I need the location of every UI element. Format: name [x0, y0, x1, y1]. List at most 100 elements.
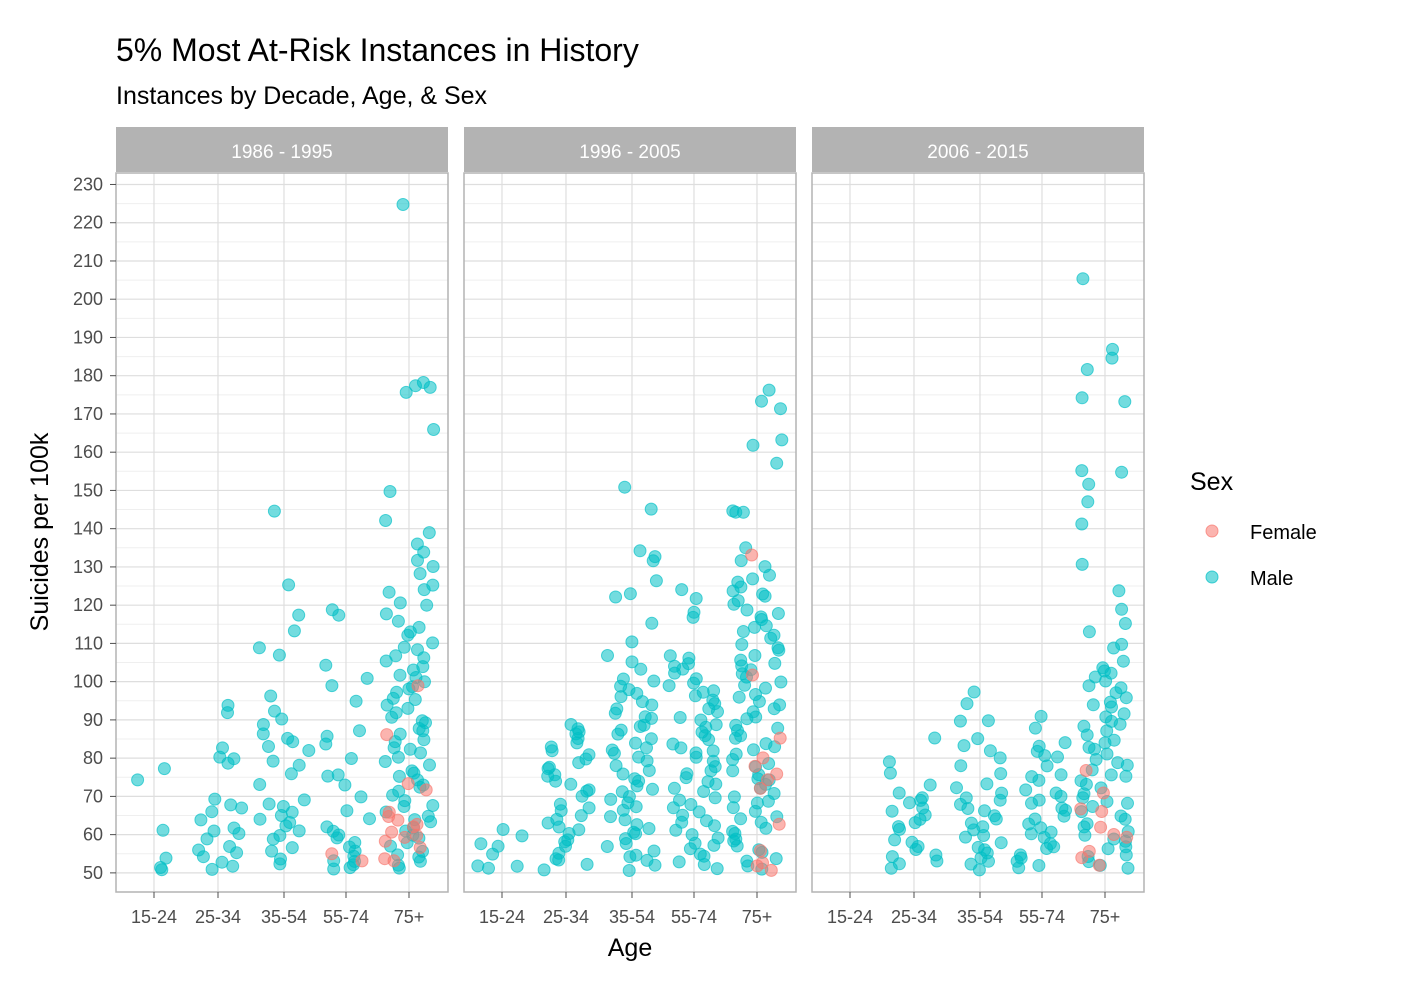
data-point-male: [1114, 681, 1128, 695]
data-point-male: [976, 820, 990, 834]
data-point-male: [267, 504, 281, 518]
data-point-female: [419, 783, 433, 797]
data-point-male: [349, 694, 363, 708]
legend-label-male: Male: [1250, 568, 1293, 590]
data-point-male: [978, 804, 991, 818]
data-point-male: [235, 801, 249, 815]
data-point-male: [689, 592, 703, 605]
data-point-male: [268, 704, 281, 718]
data-point-male: [297, 793, 311, 807]
data-point-male: [622, 864, 636, 877]
data-point-female: [355, 854, 369, 868]
data-point-male: [564, 777, 578, 791]
data-point-male: [1032, 739, 1046, 753]
data-point-male: [1107, 733, 1121, 747]
data-point-male: [885, 804, 899, 818]
data-point-male: [642, 822, 656, 835]
data-point-male: [564, 718, 578, 731]
data-point-female: [770, 767, 784, 781]
data-point-male: [759, 681, 772, 695]
data-point-male: [638, 710, 652, 724]
data-point-male: [663, 649, 677, 663]
data-point-male: [252, 641, 266, 655]
data-point-female: [411, 679, 425, 693]
data-point-male: [379, 514, 393, 527]
data-point-male: [769, 852, 783, 866]
data-point-male: [729, 747, 743, 761]
data-point-male: [1099, 710, 1113, 724]
data-point-male: [1082, 625, 1096, 639]
data-point-male: [971, 732, 985, 746]
data-point-male: [1118, 395, 1132, 409]
facet-strip: [812, 127, 1144, 172]
data-point-male: [609, 759, 623, 773]
data-point-male: [892, 786, 906, 800]
data-point-male: [1119, 769, 1133, 783]
data-point-male: [734, 554, 748, 568]
data-point-male: [379, 607, 393, 621]
data-point-male: [426, 560, 440, 573]
x-tick-label: 35-54: [957, 907, 1003, 927]
data-point-male: [1034, 709, 1048, 723]
data-point-male: [398, 794, 412, 808]
data-point-female: [1120, 830, 1134, 844]
data-point-female: [387, 854, 401, 868]
y-axis: 50 60 70 80 90 100 110 120 130 140 150 160 170 180 190…: [73, 174, 116, 883]
data-point-male: [325, 679, 339, 693]
data-point-male: [224, 798, 238, 812]
data-point-male: [574, 809, 588, 823]
data-point-male: [221, 698, 235, 712]
data-point-male: [582, 801, 596, 815]
data-point-male: [1115, 465, 1129, 479]
data-point-male: [389, 706, 403, 720]
data-point-male: [964, 857, 978, 871]
data-point-male: [673, 793, 686, 807]
data-point-male: [1115, 602, 1129, 616]
data-point-male: [582, 748, 596, 762]
data-point-male: [673, 711, 687, 724]
data-point-male: [967, 685, 981, 699]
data-point-male: [625, 655, 639, 669]
data-point-male: [426, 636, 440, 650]
data-point-male: [159, 851, 173, 865]
x-tick-label: 15-24: [131, 907, 177, 927]
data-point-male: [646, 782, 659, 796]
data-point-male: [1080, 817, 1094, 831]
data-point-male: [1088, 670, 1102, 684]
data-point-male: [353, 724, 366, 738]
data-point-male: [215, 855, 229, 869]
data-point-male: [403, 742, 417, 756]
data-point-male: [382, 585, 396, 599]
data-point-male: [981, 714, 995, 728]
data-point-male: [747, 743, 760, 757]
data-point-male: [1028, 721, 1042, 735]
data-point-male: [644, 732, 658, 746]
data-point-male: [726, 504, 740, 518]
data-point-male: [708, 791, 722, 805]
data-point-male: [416, 376, 430, 389]
data-point-male: [634, 662, 648, 676]
data-point-male: [959, 830, 972, 844]
data-point-female: [410, 817, 424, 831]
data-point-female: [1095, 805, 1109, 818]
data-point-male: [905, 835, 919, 849]
data-point-male: [735, 638, 749, 651]
data-point-male: [274, 852, 287, 866]
data-point-male: [427, 423, 441, 436]
data-point-female: [1096, 786, 1110, 800]
data-point-male: [701, 775, 715, 789]
data-point-male: [600, 840, 614, 853]
data-point-male: [759, 737, 773, 751]
x-tick-label: 25-34: [891, 907, 937, 927]
panel-border: [811, 172, 1145, 893]
data-point-male: [393, 727, 407, 741]
data-point-male: [1075, 464, 1089, 478]
data-point-male: [1112, 584, 1126, 598]
data-point-male: [727, 790, 741, 804]
data-point-male: [915, 791, 929, 805]
data-point-male: [740, 603, 754, 617]
facet-panel: 1986 - 1995 15-24 25-34 35-54 55-74 75+: [115, 127, 449, 927]
data-point-male: [630, 818, 644, 832]
data-point-male: [980, 777, 994, 791]
